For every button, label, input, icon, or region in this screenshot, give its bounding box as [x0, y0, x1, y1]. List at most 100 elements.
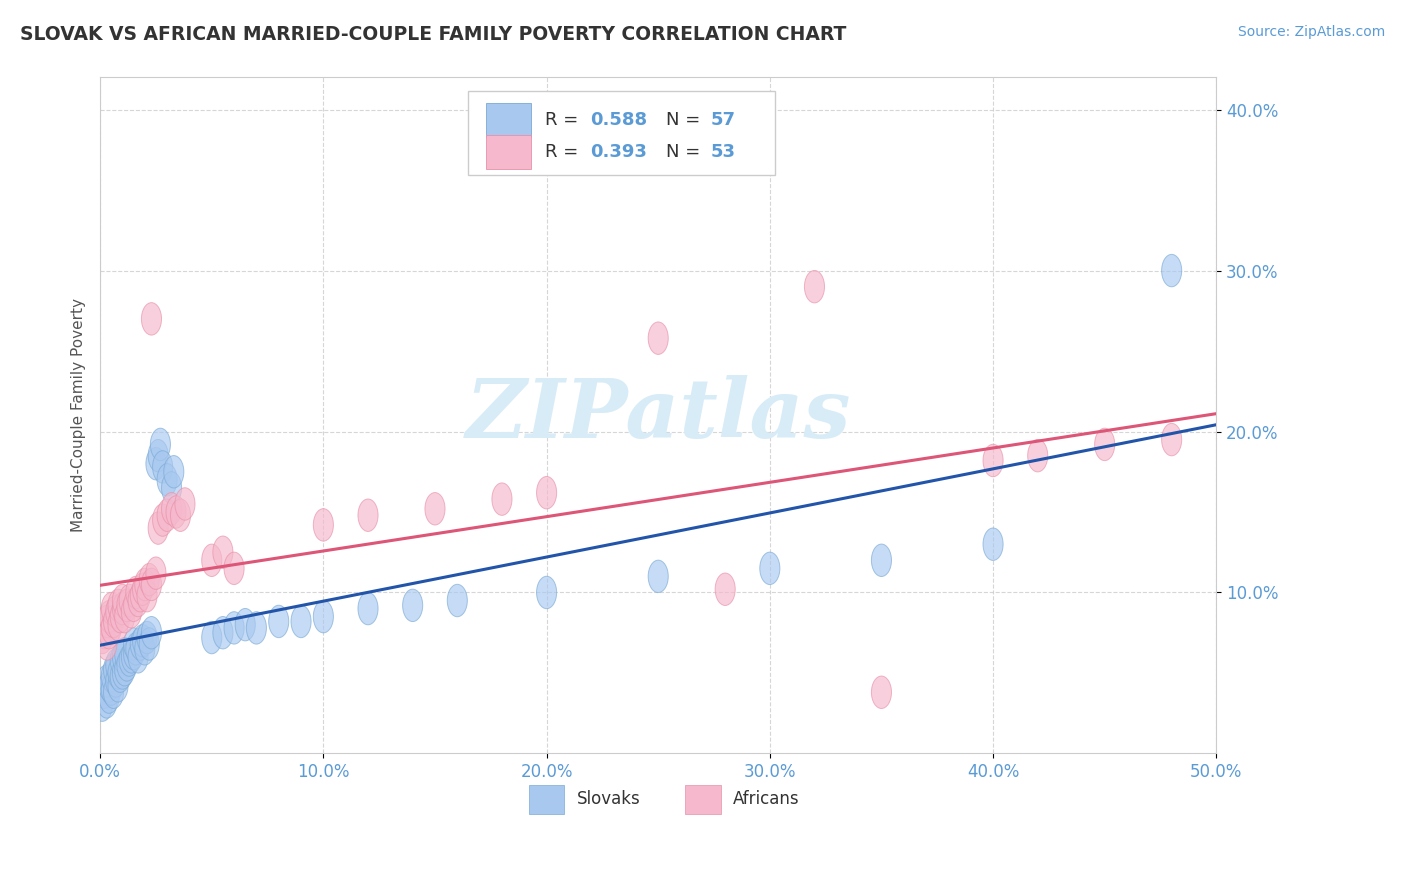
Ellipse shape	[97, 628, 117, 660]
Ellipse shape	[112, 584, 132, 616]
Ellipse shape	[105, 648, 125, 681]
Ellipse shape	[105, 665, 125, 698]
Ellipse shape	[269, 606, 288, 638]
Ellipse shape	[402, 589, 423, 622]
Ellipse shape	[112, 657, 132, 690]
Ellipse shape	[142, 616, 162, 649]
Ellipse shape	[115, 654, 135, 686]
Ellipse shape	[101, 612, 121, 644]
Ellipse shape	[157, 464, 177, 496]
Ellipse shape	[131, 580, 150, 612]
Text: 53: 53	[710, 143, 735, 161]
Ellipse shape	[128, 584, 148, 616]
Ellipse shape	[104, 606, 124, 638]
Ellipse shape	[110, 660, 131, 692]
Ellipse shape	[1028, 440, 1047, 472]
Ellipse shape	[224, 552, 245, 584]
Ellipse shape	[98, 616, 120, 649]
Ellipse shape	[146, 557, 166, 590]
Ellipse shape	[142, 568, 162, 600]
Ellipse shape	[983, 444, 1002, 476]
Ellipse shape	[112, 640, 132, 673]
Text: Slovaks: Slovaks	[576, 790, 641, 808]
Ellipse shape	[98, 681, 120, 714]
Text: 57: 57	[710, 111, 735, 129]
FancyBboxPatch shape	[468, 91, 776, 176]
Ellipse shape	[108, 589, 128, 622]
Ellipse shape	[201, 622, 222, 654]
Ellipse shape	[94, 616, 115, 649]
Ellipse shape	[94, 676, 115, 708]
Ellipse shape	[759, 552, 780, 584]
Ellipse shape	[124, 589, 143, 622]
Ellipse shape	[146, 448, 166, 480]
Ellipse shape	[157, 499, 177, 532]
Text: SLOVAK VS AFRICAN MARRIED-COUPLE FAMILY POVERTY CORRELATION CHART: SLOVAK VS AFRICAN MARRIED-COUPLE FAMILY …	[20, 25, 846, 44]
Ellipse shape	[153, 450, 173, 483]
Ellipse shape	[117, 648, 136, 681]
Ellipse shape	[148, 512, 169, 544]
Ellipse shape	[132, 573, 153, 606]
Ellipse shape	[648, 322, 668, 354]
Ellipse shape	[120, 644, 139, 676]
Ellipse shape	[314, 600, 333, 632]
Text: N =: N =	[666, 143, 706, 161]
Ellipse shape	[139, 628, 159, 660]
Ellipse shape	[104, 654, 124, 686]
Ellipse shape	[716, 573, 735, 606]
Ellipse shape	[101, 673, 121, 706]
Ellipse shape	[174, 488, 195, 520]
Ellipse shape	[131, 628, 150, 660]
Text: 0.393: 0.393	[591, 143, 647, 161]
Ellipse shape	[115, 638, 135, 670]
Ellipse shape	[872, 676, 891, 708]
Ellipse shape	[105, 596, 125, 628]
Ellipse shape	[1095, 428, 1115, 460]
Ellipse shape	[648, 560, 668, 592]
FancyBboxPatch shape	[486, 103, 531, 137]
Ellipse shape	[93, 622, 112, 654]
Ellipse shape	[804, 270, 824, 303]
Ellipse shape	[212, 616, 233, 649]
Ellipse shape	[112, 592, 132, 624]
Ellipse shape	[101, 592, 121, 624]
Ellipse shape	[872, 544, 891, 576]
FancyBboxPatch shape	[529, 785, 564, 814]
FancyBboxPatch shape	[486, 135, 531, 169]
Ellipse shape	[101, 660, 121, 692]
Ellipse shape	[124, 628, 143, 660]
Ellipse shape	[537, 476, 557, 509]
Text: 0.588: 0.588	[591, 111, 647, 129]
Text: R =: R =	[546, 111, 585, 129]
Ellipse shape	[1161, 254, 1181, 287]
Ellipse shape	[492, 483, 512, 516]
Ellipse shape	[108, 657, 128, 690]
Ellipse shape	[235, 608, 256, 640]
Ellipse shape	[125, 576, 146, 608]
Ellipse shape	[162, 472, 181, 504]
Ellipse shape	[135, 568, 155, 600]
Ellipse shape	[170, 499, 191, 532]
Ellipse shape	[108, 608, 128, 640]
Ellipse shape	[104, 676, 124, 708]
Ellipse shape	[110, 644, 131, 676]
Ellipse shape	[153, 504, 173, 536]
Ellipse shape	[162, 492, 181, 525]
Ellipse shape	[163, 456, 184, 488]
Ellipse shape	[314, 508, 333, 541]
Ellipse shape	[148, 440, 169, 472]
Ellipse shape	[246, 612, 267, 644]
FancyBboxPatch shape	[685, 785, 721, 814]
Ellipse shape	[166, 496, 186, 528]
Ellipse shape	[1161, 424, 1181, 456]
Ellipse shape	[124, 638, 143, 670]
Ellipse shape	[98, 670, 120, 702]
Ellipse shape	[359, 592, 378, 624]
Ellipse shape	[224, 612, 245, 644]
Y-axis label: Married-Couple Family Poverty: Married-Couple Family Poverty	[72, 299, 86, 533]
Text: N =: N =	[666, 111, 706, 129]
Ellipse shape	[359, 499, 378, 532]
Ellipse shape	[983, 528, 1002, 560]
Ellipse shape	[136, 580, 157, 612]
Ellipse shape	[135, 632, 155, 665]
